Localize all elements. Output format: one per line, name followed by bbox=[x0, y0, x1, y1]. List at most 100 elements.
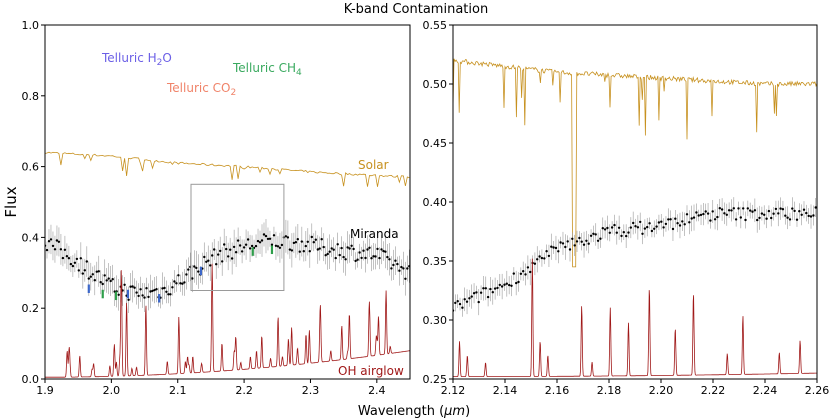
left-miranda-point-128 bbox=[298, 250, 301, 253]
right-miranda-point-107 bbox=[702, 212, 705, 216]
right-miranda-point-137 bbox=[772, 212, 775, 215]
right-miranda-point-86 bbox=[653, 227, 656, 230]
left-miranda-point-165 bbox=[372, 255, 375, 258]
left-miranda-point-121 bbox=[284, 235, 288, 238]
right-miranda-point-99 bbox=[683, 223, 686, 226]
left-y-tick-label-0: 0.0 bbox=[22, 373, 40, 386]
left-miranda-point-67 bbox=[177, 274, 180, 277]
series-label-ch4: Telluric CH4 bbox=[232, 61, 302, 78]
right-miranda-point-49 bbox=[566, 240, 569, 243]
series-label-oh-airglow: OH airglow bbox=[338, 364, 404, 378]
right-plot-content bbox=[453, 58, 817, 377]
left-miranda-point-132 bbox=[306, 240, 309, 243]
right-plot-area bbox=[453, 58, 817, 377]
right-miranda-point-44 bbox=[554, 246, 558, 250]
left-miranda-point-153 bbox=[348, 247, 351, 250]
right-miranda-point-146 bbox=[793, 209, 796, 213]
right-oh-airglow-line bbox=[453, 258, 817, 377]
left-miranda-point-25 bbox=[93, 279, 97, 282]
left-miranda-point-130 bbox=[302, 250, 305, 253]
right-miranda-point-38 bbox=[540, 256, 544, 260]
left-miranda-points bbox=[45, 233, 410, 301]
right-miranda-point-68 bbox=[610, 226, 614, 229]
right-miranda-point-29 bbox=[519, 272, 523, 275]
right-miranda-point-15 bbox=[486, 295, 490, 299]
left-miranda-point-53 bbox=[149, 290, 152, 293]
left-miranda-point-55 bbox=[153, 288, 156, 292]
right-miranda-point-152 bbox=[807, 214, 810, 218]
left-miranda-point-80 bbox=[203, 255, 206, 259]
right-miranda-point-135 bbox=[767, 209, 771, 213]
right-x-tick-label-5: 2.22 bbox=[701, 384, 726, 397]
right-miranda-point-65 bbox=[603, 228, 607, 231]
right-miranda-point-95 bbox=[674, 217, 677, 220]
left-miranda-point-139 bbox=[320, 238, 323, 241]
right-miranda-point-139 bbox=[777, 212, 780, 215]
left-miranda-point-3 bbox=[49, 238, 53, 241]
left-miranda-point-162 bbox=[366, 248, 369, 251]
right-miranda-point-83 bbox=[646, 225, 649, 229]
right-miranda-point-118 bbox=[727, 209, 731, 212]
left-miranda-point-20 bbox=[83, 269, 87, 272]
right-miranda-point-3 bbox=[458, 302, 462, 306]
right-miranda-point-89 bbox=[660, 220, 663, 223]
right-miranda-point-27 bbox=[515, 281, 518, 285]
right-miranda-point-123 bbox=[739, 216, 742, 219]
left-miranda-point-49 bbox=[141, 294, 144, 297]
left-miranda-point-66 bbox=[175, 282, 178, 285]
left-miranda-point-154 bbox=[350, 244, 353, 247]
right-miranda-point-55 bbox=[580, 240, 583, 243]
right-y-tick-label-6: 0.55 bbox=[423, 19, 448, 32]
right-miranda-point-145 bbox=[791, 207, 794, 210]
right-y-tick-label-2: 0.35 bbox=[423, 255, 448, 268]
right-miranda-point-138 bbox=[774, 207, 778, 211]
left-miranda-point-150 bbox=[342, 255, 345, 259]
right-miranda-point-8 bbox=[470, 295, 473, 298]
left-plot-area bbox=[45, 151, 410, 378]
left-miranda-point-28 bbox=[99, 281, 102, 284]
left-miranda-point-180 bbox=[402, 267, 405, 270]
right-miranda-point-45 bbox=[557, 250, 560, 253]
right-miranda-point-54 bbox=[578, 236, 581, 240]
left-miranda-point-149 bbox=[340, 246, 343, 250]
right-miranda-point-43 bbox=[552, 246, 555, 249]
right-panel: 2.12 2.14 2.16 2.18 2.20 2.22 2.24 2.26 0.25 0.30… bbox=[423, 19, 830, 397]
left-miranda-point-30 bbox=[103, 274, 106, 277]
left-miranda-point-156 bbox=[354, 259, 357, 263]
left-miranda-point-145 bbox=[332, 248, 335, 251]
left-x-tick-label-0: 1.9 bbox=[36, 384, 54, 397]
left-miranda-point-10 bbox=[63, 248, 67, 251]
right-y-tick-label-1: 0.30 bbox=[423, 314, 448, 327]
left-miranda-point-182 bbox=[406, 267, 409, 270]
right-miranda-point-126 bbox=[746, 207, 749, 210]
left-miranda-point-51 bbox=[145, 287, 148, 290]
left-miranda-point-48 bbox=[139, 288, 142, 291]
right-x-tick-label-7: 2.26 bbox=[805, 384, 830, 397]
left-miranda-point-143 bbox=[328, 250, 331, 253]
right-miranda-point-75 bbox=[627, 231, 630, 234]
right-miranda-point-47 bbox=[561, 242, 565, 245]
right-miranda-point-35 bbox=[533, 262, 537, 265]
left-miranda-point-40 bbox=[123, 283, 126, 286]
right-miranda-point-59 bbox=[589, 234, 593, 237]
left-miranda-point-108 bbox=[258, 241, 262, 244]
x-axis-label: Wavelength (μm) bbox=[358, 404, 470, 419]
right-miranda-point-87 bbox=[655, 225, 658, 228]
right-miranda-point-131 bbox=[758, 216, 761, 220]
left-y-tick-label-1: 0.2 bbox=[22, 302, 40, 315]
right-miranda-points bbox=[453, 206, 817, 312]
right-y-tick-label-5: 0.50 bbox=[423, 78, 448, 91]
right-miranda-point-5 bbox=[463, 298, 466, 301]
left-miranda-point-131 bbox=[304, 244, 307, 248]
right-miranda-point-66 bbox=[606, 226, 609, 230]
right-miranda-point-110 bbox=[709, 219, 712, 222]
right-miranda-point-134 bbox=[765, 217, 768, 220]
left-miranda-point-76 bbox=[195, 266, 198, 270]
left-solar-line bbox=[45, 151, 410, 187]
left-miranda-point-177 bbox=[396, 262, 399, 266]
left-miranda-point-134 bbox=[310, 235, 313, 239]
left-miranda-point-17 bbox=[77, 269, 81, 272]
left-miranda-point-91 bbox=[225, 247, 228, 251]
right-miranda-point-9 bbox=[472, 292, 476, 295]
left-miranda-point-12 bbox=[67, 257, 71, 260]
